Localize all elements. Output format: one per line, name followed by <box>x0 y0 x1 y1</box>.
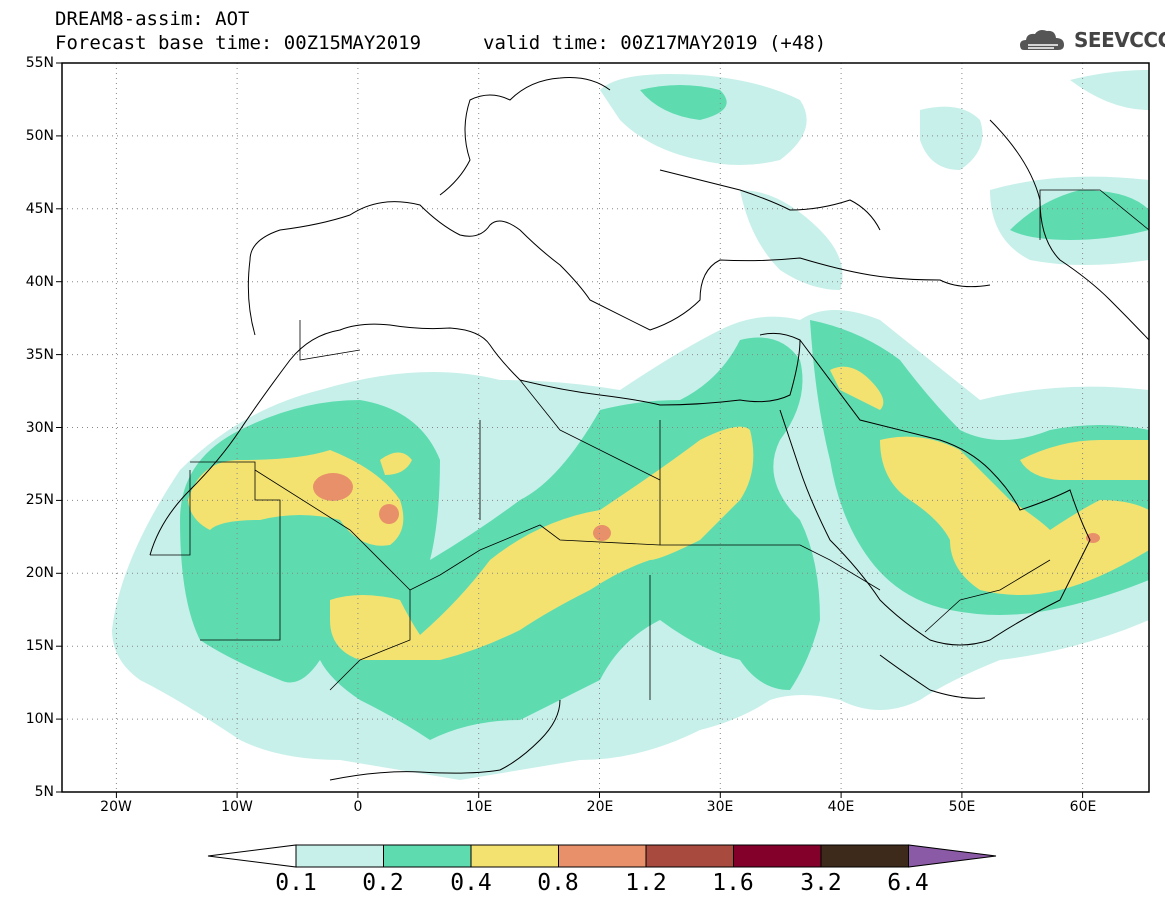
colorbar-label-0.4: 0.4 <box>450 870 492 896</box>
colorbar-seg-1.2 <box>645 844 734 868</box>
lon-tick-40E: 40E <box>827 799 855 815</box>
colorbar-label-0.2: 0.2 <box>362 870 404 896</box>
coastlines <box>149 77 1149 781</box>
lon-tick-10W: 10W <box>221 799 253 815</box>
lon-tick-20W: 20W <box>100 799 132 815</box>
lat-tick-35N: 35N <box>25 347 54 363</box>
lat-tick-10N: 10N <box>25 711 54 727</box>
colorbar-seg-3.2 <box>820 844 909 868</box>
colorbar-seg-0.8 <box>558 844 647 868</box>
tick-marks <box>56 62 1084 798</box>
lon-tick-0: 0 <box>353 799 363 815</box>
colorbar-seg-over <box>908 844 997 868</box>
colorbar-label-1.2: 1.2 <box>625 870 667 896</box>
colorbar-label-0.8: 0.8 <box>537 870 579 896</box>
colorbar-seg-0.1 <box>295 844 384 868</box>
lat-tick-25N: 25N <box>25 492 54 508</box>
colorbar-seg-1.6 <box>733 844 822 868</box>
valid-time: valid time: 00Z17MAY2019 (+48) <box>483 32 827 54</box>
lat-tick-30N: 30N <box>25 420 54 436</box>
aot-field <box>112 70 1149 780</box>
colorbar-label-0.1: 0.1 <box>275 870 317 896</box>
lon-tick-20E: 20E <box>586 799 614 815</box>
colorbar-seg-under <box>207 844 297 868</box>
lat-tick-15N: 15N <box>25 638 54 654</box>
lon-tick-30E: 30E <box>706 799 734 815</box>
lat-tick-5N: 5N <box>34 784 54 800</box>
colorbar-label-1.6: 1.6 <box>712 870 754 896</box>
lat-tick-45N: 45N <box>25 201 54 217</box>
lat-tick-50N: 50N <box>25 128 54 144</box>
borders <box>150 189 1149 700</box>
logo-text: SEEVCCC <box>1074 28 1165 52</box>
map-title: DREAM8-assim: AOT <box>55 8 250 30</box>
lon-tick-10E: 10E <box>465 799 493 815</box>
lon-tick-50E: 50E <box>948 799 976 815</box>
colorbar-label-3.2: 3.2 <box>800 870 842 896</box>
colorbar-seg-0.2 <box>383 844 472 868</box>
aot-band-0.8 <box>313 473 1100 543</box>
colorbar-seg-0.4 <box>470 844 559 868</box>
base-time: Forecast base time: 00Z15MAY2019 <box>55 32 422 54</box>
graticule <box>62 63 1149 792</box>
lat-tick-20N: 20N <box>25 565 54 581</box>
lon-tick-60E: 60E <box>1069 799 1097 815</box>
lat-tick-55N: 55N <box>25 55 54 71</box>
colorbar-label-6.4: 6.4 <box>887 870 929 896</box>
lat-tick-40N: 40N <box>25 274 54 290</box>
cloud-icon <box>1020 30 1064 50</box>
colorbar <box>207 844 997 868</box>
